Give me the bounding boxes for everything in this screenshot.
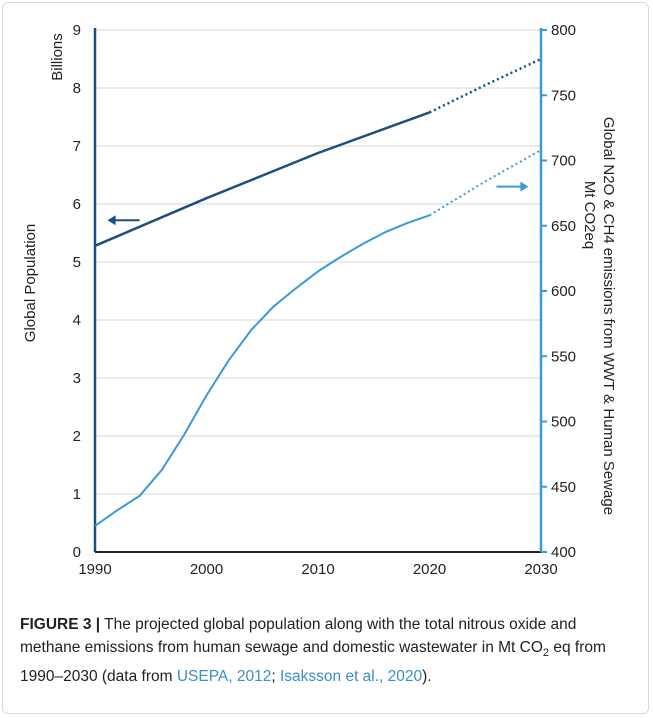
caption-ref-usepa[interactable]: USEPA, 2012 <box>176 668 272 686</box>
series-line-right <box>94 214 430 527</box>
right-axis-title: Global N2O & CH4 emissions from WWT & Hu… <box>600 117 617 515</box>
right-tick-label: 700 <box>551 153 576 170</box>
right-tick-label: 500 <box>551 414 576 431</box>
left-axis-title: Global Population <box>22 224 39 342</box>
left-tick-label: 5 <box>73 254 81 271</box>
series-line-left <box>94 111 430 247</box>
x-tick-label: 2030 <box>524 561 557 578</box>
right-tick-label: 600 <box>551 283 576 300</box>
left-tick-label: 8 <box>73 80 81 97</box>
left-tick-label: 7 <box>73 138 81 155</box>
right-tick-label: 650 <box>551 218 576 235</box>
left-axis-unit-label: Billions <box>49 33 66 81</box>
caption-text-3: ; <box>271 668 280 686</box>
x-tick-label: 1990 <box>78 561 111 578</box>
right-tick-label: 800 <box>551 22 576 39</box>
figure-caption: FIGURE 3 | The projected global populati… <box>20 613 635 688</box>
left-tick-label: 2 <box>73 428 81 445</box>
left-tick-label: 3 <box>73 370 81 387</box>
x-tick-label: 2010 <box>301 561 334 578</box>
left-tick-label: 4 <box>73 312 81 329</box>
right-tick-label: 450 <box>551 479 576 496</box>
right-axis-title-unit: Mt CO2eq <box>581 181 598 249</box>
series-projection-right <box>428 149 542 217</box>
arrow-left-icon <box>107 215 116 226</box>
caption-ref-isaksson[interactable]: Isaksson et al., 2020 <box>279 668 423 686</box>
caption-text-4: ). <box>422 668 432 686</box>
x-tick-label: 2000 <box>190 561 223 578</box>
left-tick-label: 6 <box>73 196 81 213</box>
left-tick-label: 9 <box>73 22 81 39</box>
right-tick-label: 550 <box>551 348 576 365</box>
caption-text-1: The projected global population along wi… <box>20 616 577 656</box>
caption-text-2: eq from 1990–2030 (data from <box>20 639 606 686</box>
x-tick-label: 2020 <box>413 561 446 578</box>
caption-subscript: 2 <box>542 647 550 660</box>
right-tick-label: 750 <box>551 87 576 104</box>
series-projection-left <box>428 57 542 114</box>
right-tick-label: 400 <box>551 544 576 561</box>
left-tick-label: 0 <box>73 544 81 561</box>
arrow-right-icon <box>520 181 529 192</box>
left-tick-label: 1 <box>73 486 81 503</box>
caption-label: FIGURE 3 | <box>20 616 101 633</box>
